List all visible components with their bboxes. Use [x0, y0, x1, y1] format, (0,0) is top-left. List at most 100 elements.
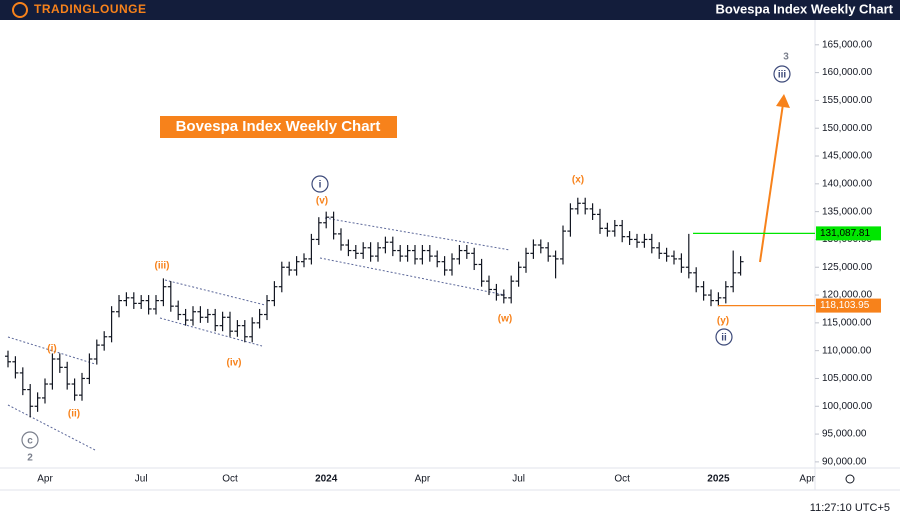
y-tick-label: 120,000.00 [822, 290, 872, 301]
ohlc-bar [42, 378, 48, 404]
ohlc-bar [685, 233, 692, 279]
ohlc-bar [345, 239, 352, 257]
ohlc-bar [5, 350, 11, 368]
x-tick-label: Oct [614, 474, 630, 485]
wave-label: (i) [47, 344, 56, 355]
ohlc-bar [212, 308, 219, 332]
ohlc-bar [730, 250, 737, 293]
overlay-title-box [160, 116, 397, 138]
y-tick-label: 110,000.00 [822, 345, 872, 356]
wave-circle [311, 175, 329, 193]
ohlc-bar [19, 367, 26, 396]
clock: 11:27:10 UTC+5 [810, 502, 890, 514]
ohlc-bar [478, 258, 485, 287]
y-tick-label: 105,000.00 [822, 373, 872, 384]
logo: TRADINGLOUNGE [34, 2, 147, 16]
wave-label: (y) [717, 316, 729, 327]
logo-icon [12, 2, 28, 18]
ohlc-bar [560, 225, 566, 265]
projection-arrow [759, 103, 784, 263]
ohlc-bar [330, 211, 337, 240]
ohlc-bar [500, 289, 507, 304]
ohlc-bar [278, 261, 285, 293]
wave-label: (iii) [155, 261, 170, 272]
ohlc-bar [79, 372, 85, 401]
ohlc-bar [530, 239, 537, 259]
ohlc-bar [611, 219, 618, 237]
ohlc-bar [700, 281, 707, 301]
ohlc-bar [671, 250, 677, 265]
ohlc-bar [634, 233, 640, 248]
ohlc-bar [197, 306, 204, 323]
ohlc-bar [323, 211, 330, 229]
ohlc-bar [249, 317, 256, 343]
ohlc-bar [567, 203, 574, 237]
ohlc-bar [722, 281, 729, 304]
y-tick-label: 165,000.00 [822, 39, 872, 50]
channel-lines [7, 217, 511, 451]
ohlc-bar [715, 292, 722, 307]
ohlc-bar [64, 361, 71, 390]
ohlc-bar [537, 239, 544, 254]
ohlc-bar [449, 253, 455, 276]
wave-circle [715, 328, 733, 346]
channel-line [159, 317, 263, 347]
ohlc-bar [426, 245, 433, 262]
price-label: 131,087.81 [820, 228, 870, 239]
y-tick-label: 90,000.00 [822, 457, 867, 468]
ohlc-bar [597, 208, 603, 234]
ohlc-bar [508, 275, 515, 304]
ohlc-bar [419, 245, 426, 265]
ohlc-bar [86, 353, 93, 385]
ohlc-bar [463, 245, 470, 259]
ohlc-bar [441, 256, 448, 276]
ohlc-bar [434, 250, 441, 268]
ohlc-bar [301, 253, 307, 268]
ohlc-bar [271, 281, 278, 307]
wave-label: 3 [783, 52, 789, 63]
ohlc-bar [175, 300, 182, 321]
y-tick-label: 145,000.00 [822, 151, 872, 162]
ohlc-bar [138, 295, 145, 309]
ohlc-bar [648, 233, 655, 254]
ohlc-bar [145, 295, 152, 315]
ohlc-bar [641, 233, 648, 248]
ohlc-bar [360, 242, 367, 259]
ohlc-bar [619, 219, 626, 243]
ohlc-bar [375, 242, 381, 262]
ohlc-bar [708, 289, 714, 307]
ohlc-bar [626, 231, 633, 245]
ohlc-bar [234, 320, 241, 337]
ohlc-bar [397, 245, 404, 262]
ohlc-bar [167, 281, 174, 312]
ohlc-bar [219, 311, 226, 332]
y-tick-label: 160,000.00 [822, 67, 872, 78]
x-tick-label: Apr [37, 474, 53, 485]
x-tick-label: Apr [799, 474, 815, 485]
settings-icon[interactable] [845, 474, 855, 484]
ohlc-bar [737, 256, 744, 276]
wave-label: 2 [27, 453, 33, 464]
ohlc-bar [456, 245, 463, 265]
y-tick-label: 150,000.00 [822, 123, 872, 134]
y-tick-label: 95,000.00 [822, 429, 867, 440]
ohlc-bar [286, 261, 293, 276]
wave-label: ii [721, 333, 727, 344]
ohlc-bar [404, 245, 411, 262]
ohlc-bar [589, 203, 596, 220]
x-tick-label: Jul [135, 474, 148, 485]
header-bar [0, 0, 900, 20]
ohlc-bar [204, 308, 211, 323]
channel-line [319, 257, 506, 296]
ohlc-bar [227, 311, 233, 337]
ohlc-bar [27, 384, 34, 418]
ohlc-bar [523, 247, 529, 273]
wave-label: c [27, 436, 33, 447]
ohlc-bar [190, 306, 196, 326]
ohlc-bar [182, 308, 189, 326]
ohlc-bar [71, 378, 78, 401]
x-tick-label: 2025 [707, 474, 730, 485]
ohlc-bar [678, 253, 685, 273]
y-tick-label: 125,000.00 [822, 262, 872, 273]
ohlc-bar [116, 295, 122, 318]
